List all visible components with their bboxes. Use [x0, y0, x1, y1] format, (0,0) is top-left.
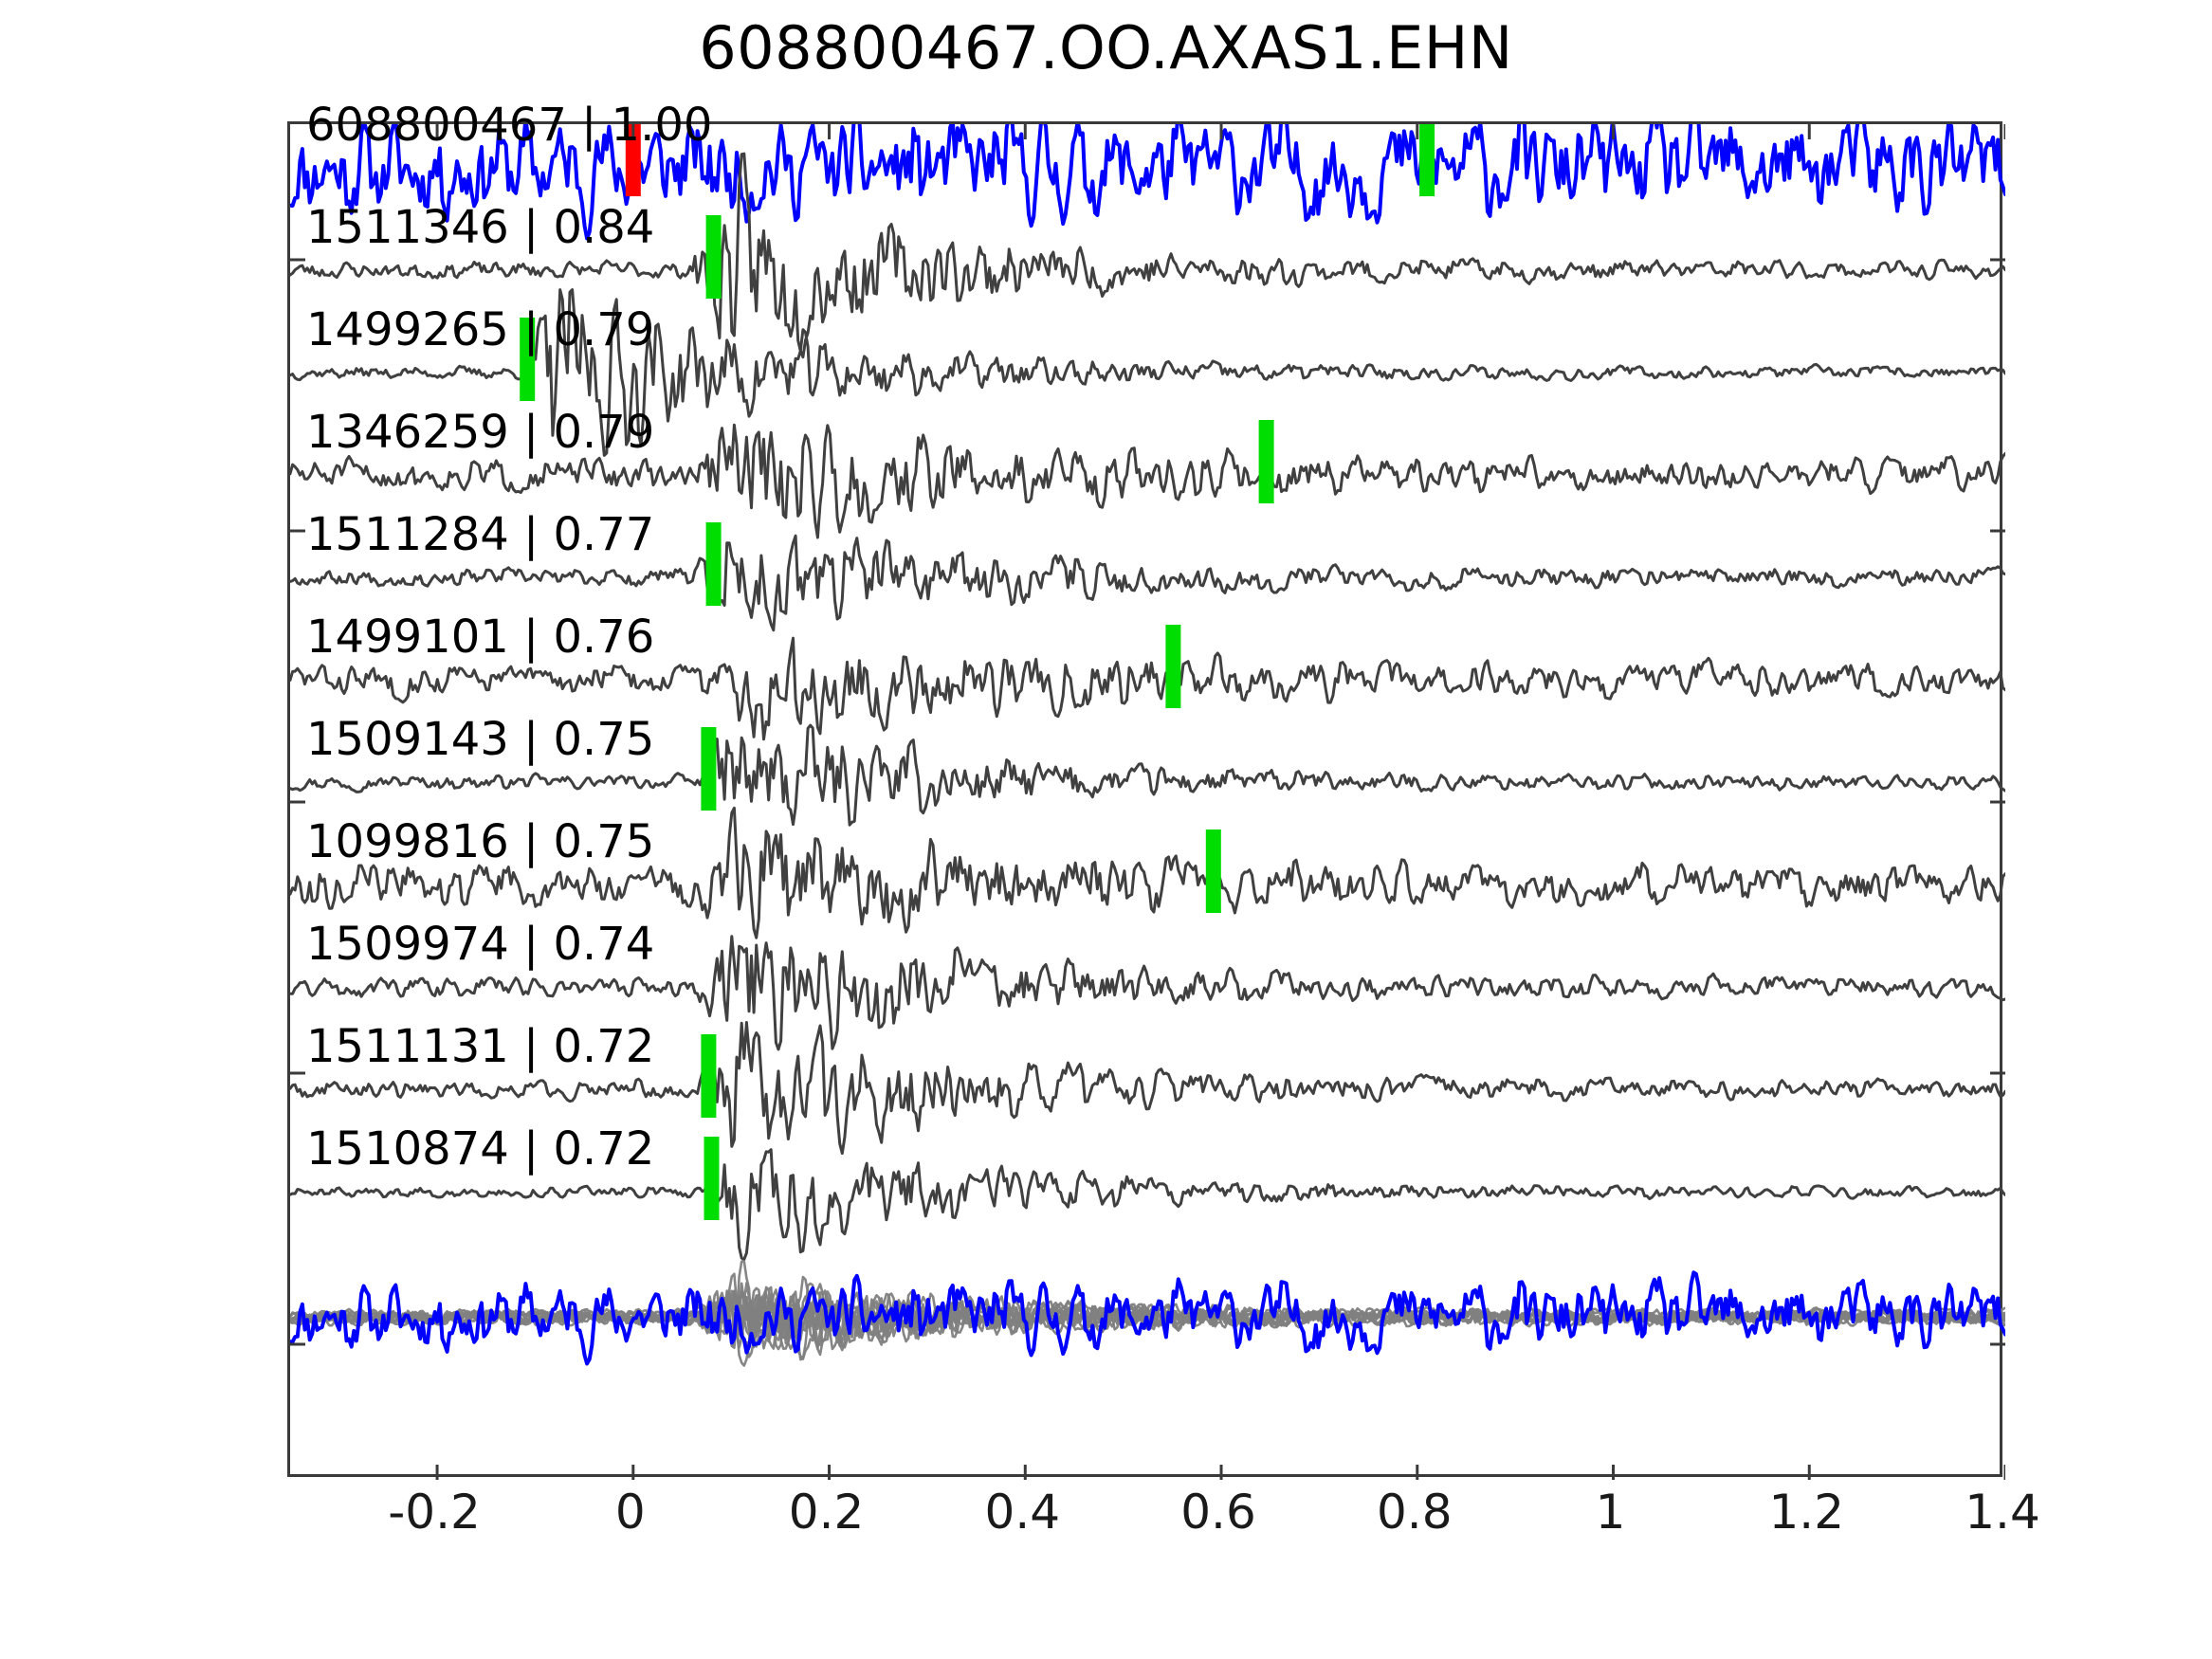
waveform-line [290, 534, 2005, 632]
trace-1509974 [290, 935, 2005, 1051]
x-tick-label-0.2: 0.2 [788, 1485, 865, 1540]
pick-marker-1511346 [705, 215, 722, 299]
plot-area [287, 121, 2005, 1480]
pick-marker-1499101 [1165, 625, 1181, 708]
x-tick-label-0: 0 [614, 1485, 646, 1540]
waveform-line [290, 423, 2005, 539]
stack-template-line [290, 1270, 2005, 1366]
trace-label-1099816: 1099816 | 0.75 [306, 815, 655, 868]
trace-1511346 [290, 152, 2005, 359]
trace-label-1510874: 1510874 | 0.72 [306, 1122, 655, 1176]
trace-label-1511346: 1511346 | 0.84 [306, 201, 655, 254]
trace-1509143 [290, 723, 2005, 827]
waveform-line [290, 124, 2005, 241]
pick-marker-1510874 [704, 1137, 720, 1220]
figure-title: 608800467.OO.AXAS1.EHN [699, 13, 1513, 82]
x-tick-label-1.2: 1.2 [1768, 1485, 1845, 1540]
x-axis-tick-labels: -0.2 0 0.2 0.4 0.6 0.8 1 1.2 1.4 [287, 1485, 2040, 1560]
x-tick-label-0.8: 0.8 [1377, 1485, 1453, 1540]
pick-marker-secondary-608800467 [1419, 124, 1435, 196]
x-tick-label-1.4: 1.4 [1965, 1485, 2040, 1540]
stack-overlay [290, 1260, 2005, 1367]
waveform-line [290, 1148, 2005, 1261]
trace-label-1346259: 1346259 | 0.79 [306, 406, 655, 459]
pick-marker-1511284 [705, 522, 722, 606]
pick-marker-1099816 [1205, 830, 1221, 913]
trace-label-1499101: 1499101 | 0.76 [306, 611, 655, 664]
pick-marker-1509143 [701, 727, 717, 811]
x-tick-label-0.6: 0.6 [1180, 1485, 1256, 1540]
x-tick-label--0.2: -0.2 [388, 1485, 481, 1540]
waveform-canvas [290, 124, 2005, 1480]
axis-ticks [290, 124, 2005, 1480]
waveform-line [290, 935, 2005, 1051]
waveform-line [290, 636, 2005, 741]
pick-marker-1511131 [701, 1034, 717, 1118]
trace-1099816 [290, 806, 2005, 939]
trace-1499101 [290, 636, 2005, 741]
pick-marker-1499265 [520, 318, 536, 401]
waveform-line [290, 1021, 2005, 1156]
trace-1346259 [290, 423, 2005, 539]
trace-label-1499265: 1499265 | 0.79 [306, 303, 655, 356]
pick-marker-1346259 [1258, 420, 1274, 503]
trace-608800467 [290, 124, 2005, 241]
pick-marker-608800467 [625, 124, 641, 196]
waveform-line [290, 806, 2005, 939]
trace-label-1511131: 1511131 | 0.72 [306, 1020, 655, 1073]
trace-label-1509143: 1509143 | 0.75 [306, 713, 655, 766]
trace-1511131 [290, 1021, 2005, 1156]
trace-1511284 [290, 534, 2005, 632]
trace-1499265 [290, 288, 2005, 457]
waveform-line [290, 152, 2005, 359]
trace-label-608800467: 608800467 | 1.00 [306, 99, 713, 152]
trace-1510874 [290, 1148, 2005, 1261]
trace-label-1509974: 1509974 | 0.74 [306, 918, 655, 971]
x-tick-label-1: 1 [1595, 1485, 1626, 1540]
waveform-line [290, 288, 2005, 457]
trace-label-1511284: 1511284 | 0.77 [306, 508, 655, 561]
waveform-line [290, 723, 2005, 827]
x-tick-label-0.4: 0.4 [984, 1485, 1061, 1540]
